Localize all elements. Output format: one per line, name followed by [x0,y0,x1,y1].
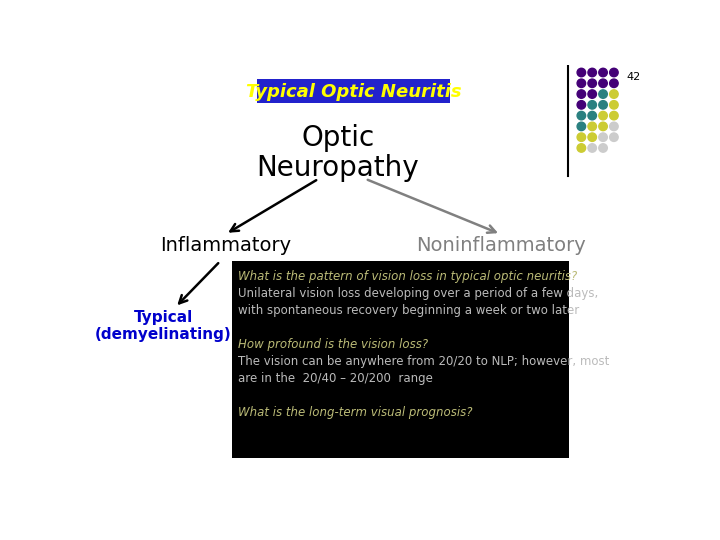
Text: The vision can be anywhere from 20/20 to NLP; however, most: The vision can be anywhere from 20/20 to… [238,355,609,368]
Circle shape [599,122,607,131]
Circle shape [588,90,596,98]
Circle shape [577,100,585,109]
Text: Optic
Neuropathy: Optic Neuropathy [257,124,419,183]
Circle shape [577,68,585,77]
Circle shape [610,100,618,109]
Circle shape [577,122,585,131]
Text: Inflammatory: Inflammatory [160,236,291,255]
Circle shape [588,133,596,141]
Text: What is the pattern of vision loss in typical optic neuritis?: What is the pattern of vision loss in ty… [238,271,577,284]
Circle shape [588,79,596,87]
Circle shape [610,79,618,87]
Circle shape [577,111,585,120]
Bar [256,79,451,103]
Circle shape [610,122,618,131]
Circle shape [577,90,585,98]
Circle shape [577,79,585,87]
Circle shape [610,68,618,77]
Circle shape [599,144,607,152]
Circle shape [577,144,585,152]
Circle shape [588,111,596,120]
Text: Unilateral vision loss developing over a period of a few days,: Unilateral vision loss developing over a… [238,287,598,300]
Circle shape [577,133,585,141]
Bar [232,261,569,457]
Circle shape [588,100,596,109]
Circle shape [610,133,618,141]
Text: Noninflammatory: Noninflammatory [416,236,585,255]
Circle shape [588,68,596,77]
Circle shape [599,111,607,120]
Text: How profound is the vision loss?: How profound is the vision loss? [238,338,428,351]
Circle shape [588,144,596,152]
Circle shape [599,90,607,98]
Circle shape [599,68,607,77]
Circle shape [610,111,618,120]
Text: with spontaneous recovery beginning a week or two later: with spontaneous recovery beginning a we… [238,304,580,318]
Text: Typical Optic Neuritis: Typical Optic Neuritis [246,83,462,101]
Text: Typical
(demyelinating): Typical (demyelinating) [95,309,232,342]
Text: What is the long-term visual prognosis?: What is the long-term visual prognosis? [238,406,472,419]
Text: 42: 42 [626,72,640,83]
Circle shape [610,90,618,98]
Circle shape [599,133,607,141]
Circle shape [599,100,607,109]
Circle shape [588,122,596,131]
Text: are in the  20/40 – 20/200  range: are in the 20/40 – 20/200 range [238,372,433,385]
Circle shape [599,79,607,87]
